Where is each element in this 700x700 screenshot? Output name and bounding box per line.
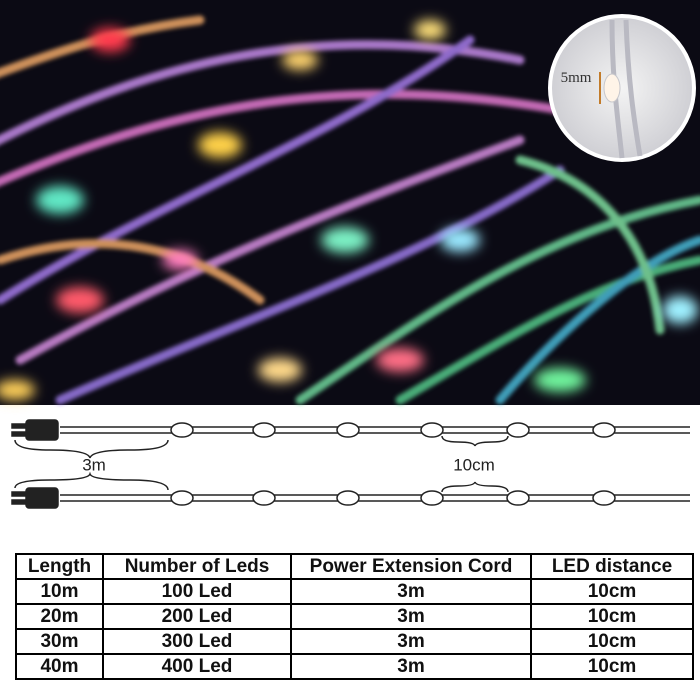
wire-diagram (11, 419, 690, 509)
header-cell: LED distance (530, 553, 694, 580)
inset-closeup: 5mm (548, 14, 696, 162)
table-row: 40m 400 Led 3m 10cm (15, 653, 694, 680)
cell: 40m (15, 653, 104, 680)
illustration: 5mm 3m 10cm (0, 0, 700, 509)
header-row: Length Number of Leds Power Extension Cord… (15, 553, 694, 580)
cell: 3m (290, 653, 532, 680)
cell: 30m (15, 628, 104, 655)
table-row: 20m 200 Led 3m 10cm (15, 603, 694, 630)
cell: 200 Led (102, 603, 292, 630)
cell: 10cm (530, 578, 694, 605)
header-cell: Number of Leds (102, 553, 292, 580)
cell: 10m (15, 578, 104, 605)
table-row: 30m 300 Led 3m 10cm (15, 628, 694, 655)
cell: 100 Led (102, 578, 292, 605)
cell: 10cm (530, 653, 694, 680)
cell: 20m (15, 603, 104, 630)
spacing-label: 10cm (453, 455, 495, 474)
spec-table: Length Number of Leds Power Extension Cord… (15, 553, 694, 680)
header-cell: Power Extension Cord (290, 553, 532, 580)
cell: 300 Led (102, 628, 292, 655)
light-strands (0, 15, 700, 405)
cell: 3m (290, 578, 532, 605)
cord-label: 3m (82, 455, 106, 474)
cell: 3m (290, 603, 532, 630)
header-cell: Length (15, 553, 104, 580)
cell: 3m (290, 628, 532, 655)
cell: 10cm (530, 603, 694, 630)
table-row: 10m 100 Led 3m 10cm (15, 578, 694, 605)
inset-label: 5mm (561, 70, 592, 86)
cell: 10cm (530, 628, 694, 655)
cell: 400 Led (102, 653, 292, 680)
